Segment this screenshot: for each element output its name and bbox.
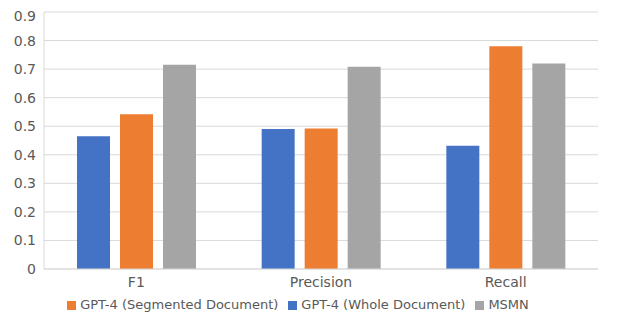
html-text:GPT-4 (Segmented Document): GPT-4 (Segmented Document) bbox=[80, 297, 279, 312]
svg-text:Recall: Recall bbox=[485, 274, 527, 290]
svg-text:0.9: 0.9 bbox=[14, 8, 36, 24]
svg-text:Precision: Precision bbox=[290, 274, 352, 290]
html-text:MSMN: MSMN bbox=[488, 297, 529, 312]
svg-text:0.4: 0.4 bbox=[14, 147, 36, 163]
html-text:GPT-4 (Whole Document): GPT-4 (Whole Document) bbox=[301, 297, 466, 312]
svg-text:0.8: 0.8 bbox=[14, 33, 36, 49]
svg-text:0.5: 0.5 bbox=[14, 118, 36, 134]
svg-text:0.3: 0.3 bbox=[14, 175, 36, 191]
svg-text:0.7: 0.7 bbox=[14, 61, 36, 77]
svg-text:F1: F1 bbox=[128, 274, 145, 290]
svg-text:0.6: 0.6 bbox=[14, 90, 36, 106]
svg-text:0: 0 bbox=[27, 261, 36, 277]
svg-text:0.2: 0.2 bbox=[14, 204, 36, 220]
svg-text:0.1: 0.1 bbox=[14, 232, 36, 248]
